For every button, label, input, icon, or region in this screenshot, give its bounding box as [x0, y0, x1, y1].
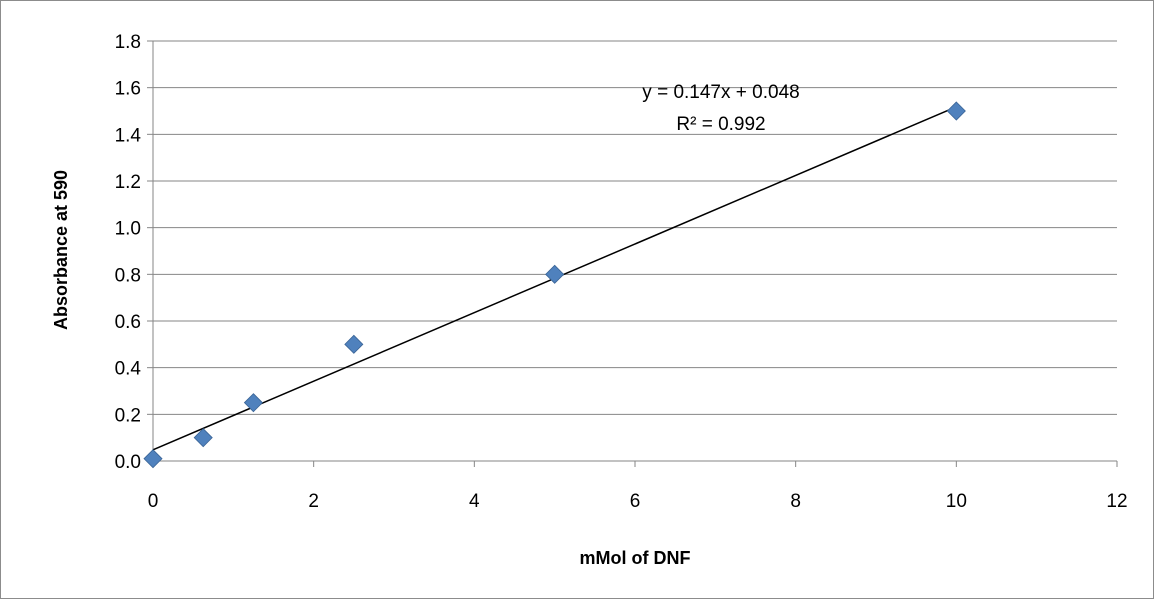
x-tick-label: 8: [790, 491, 801, 512]
y-tick-label: 1.4: [115, 125, 142, 146]
x-tick-label: 2: [308, 491, 319, 512]
y-tick-label: 1.6: [115, 79, 141, 100]
y-tick-label: 0.4: [115, 359, 142, 380]
x-axis-title: mMol of DNF: [580, 548, 691, 568]
axes: [147, 40, 1118, 467]
r-squared-label: R² = 0.992: [676, 114, 765, 135]
y-tick-label: 1.0: [115, 219, 141, 240]
data-point: [344, 334, 364, 354]
x-tick-label: 0: [148, 491, 159, 512]
y-tick-label: 0.0: [115, 452, 141, 473]
y-tick-labels: 0.0 0.2 0.4 0.6 0.8 1.0 1.2 1.4 1.6 1.8: [115, 32, 142, 473]
x-tick-label: 12: [1106, 491, 1127, 512]
data-point: [243, 393, 263, 413]
trendline-equation: y = 0.147x + 0.048: [642, 82, 799, 103]
x-tick-label: 10: [946, 491, 967, 512]
data-points: [143, 101, 966, 469]
data-point: [946, 101, 966, 121]
x-tick-label: 4: [469, 491, 480, 512]
y-tick-label: 1.2: [115, 172, 141, 193]
y-tick-label: 1.8: [115, 32, 141, 53]
y-tick-label: 0.8: [115, 265, 141, 286]
x-tick-label: 6: [630, 491, 641, 512]
y-axis-title: Absorbance at 590: [51, 170, 71, 330]
x-tick-labels: 0 2 4 6 8 10 12: [148, 491, 1128, 512]
gridlines: [153, 40, 1117, 415]
y-tick-label: 0.2: [115, 405, 141, 426]
y-tick-label: 0.6: [115, 312, 141, 333]
data-point: [143, 449, 163, 469]
data-point: [193, 428, 213, 448]
data-point: [545, 264, 565, 284]
